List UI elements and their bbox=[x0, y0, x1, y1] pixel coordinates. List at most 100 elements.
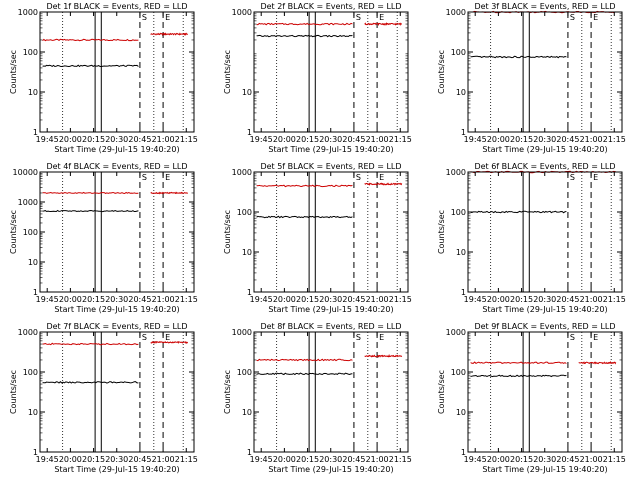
x-tick-label: 19:45 bbox=[464, 455, 487, 464]
y-axis-label: Counts/sec bbox=[9, 210, 18, 254]
x-tick-label: 21:00 bbox=[152, 455, 175, 464]
x-tick-label: 19:45 bbox=[36, 135, 59, 144]
plot-frame bbox=[253, 171, 409, 293]
x-tick-label: 21:15 bbox=[389, 295, 412, 304]
x-tick-label: 21:15 bbox=[603, 455, 626, 464]
x-tick-label: 20:15 bbox=[82, 135, 105, 144]
y-tick-label: 100 bbox=[23, 228, 38, 237]
y-tick-label: 1 bbox=[247, 128, 252, 137]
plot-frame bbox=[467, 171, 623, 293]
marker-label: S bbox=[570, 333, 575, 342]
marker-label: E bbox=[165, 333, 170, 342]
y-axis-label: Counts/sec bbox=[223, 50, 232, 94]
plot-frame bbox=[39, 331, 195, 453]
x-tick-label: 21:00 bbox=[580, 455, 603, 464]
x-tick-label: 20:30 bbox=[319, 455, 342, 464]
x-tick-label: 20:15 bbox=[296, 455, 319, 464]
y-tick-label: 100 bbox=[237, 368, 252, 377]
x-tick-label: 20:30 bbox=[105, 455, 128, 464]
black-series-line bbox=[256, 372, 353, 376]
y-axis-label: Counts/sec bbox=[437, 50, 446, 94]
x-tick-label: 19:45 bbox=[250, 135, 273, 144]
chart-panel: Det 4f BLACK = Events, RED = LLD S E 1 10 100… bbox=[9, 162, 198, 314]
x-tick-label: 21:00 bbox=[366, 455, 389, 464]
x-tick-label: 21:15 bbox=[175, 135, 198, 144]
y-tick-label: 1000 bbox=[446, 168, 466, 177]
x-tick-label: 21:00 bbox=[152, 135, 175, 144]
plot-frame bbox=[467, 331, 623, 453]
x-tick-label: 20:45 bbox=[556, 295, 579, 304]
marker-label: S bbox=[570, 173, 575, 182]
black-series-line bbox=[256, 34, 353, 38]
chart-panel: Det 2f BLACK = Events, RED = LLD S E 1 10 100… bbox=[223, 2, 412, 154]
y-tick-label: 1 bbox=[461, 288, 466, 297]
x-tick-label: 21:00 bbox=[580, 295, 603, 304]
x-axis-label: Start Time (29-Jul-15 19:40:20) bbox=[268, 305, 393, 314]
x-axis-label: Start Time (29-Jul-15 19:40:20) bbox=[482, 305, 607, 314]
y-tick-label: 1 bbox=[33, 448, 38, 457]
y-tick-label: 1 bbox=[461, 128, 466, 137]
red-series-line bbox=[364, 182, 403, 186]
black-series-line bbox=[256, 215, 353, 219]
y-tick-label: 1000 bbox=[18, 328, 38, 337]
marker-label: S bbox=[570, 13, 575, 22]
x-tick-label: 20:00 bbox=[487, 135, 510, 144]
x-tick-label: 21:15 bbox=[389, 455, 412, 464]
y-tick-label: 1 bbox=[33, 128, 38, 137]
y-tick-label: 100 bbox=[451, 368, 466, 377]
y-tick-label: 10 bbox=[28, 408, 38, 417]
plot-frame bbox=[253, 11, 409, 133]
x-tick-label: 19:45 bbox=[464, 135, 487, 144]
x-tick-label: 19:45 bbox=[36, 295, 59, 304]
x-tick-label: 20:45 bbox=[342, 135, 365, 144]
chart-title: Det 6f BLACK = Events, RED = LLD bbox=[474, 162, 615, 171]
x-tick-label: 21:15 bbox=[603, 135, 626, 144]
y-tick-label: 1000 bbox=[232, 8, 252, 17]
black-series-line bbox=[470, 374, 567, 378]
black-series-line bbox=[42, 381, 139, 384]
y-tick-label: 10 bbox=[28, 258, 38, 267]
chart-panel: Det 5f BLACK = Events, RED = LLD S E 1 10 100… bbox=[223, 162, 412, 314]
x-tick-label: 20:15 bbox=[296, 295, 319, 304]
x-tick-label: 19:45 bbox=[250, 295, 273, 304]
red-series-line bbox=[256, 358, 353, 362]
marker-label: S bbox=[142, 333, 147, 342]
y-axis-label: Counts/sec bbox=[9, 50, 18, 94]
marker-label: E bbox=[379, 333, 384, 342]
black-series-line bbox=[470, 55, 567, 59]
chart-panel: Det 3f BLACK = Events, RED = LLD S E 1 10 100… bbox=[437, 2, 626, 154]
x-tick-label: 19:45 bbox=[464, 295, 487, 304]
plot-frame bbox=[253, 331, 409, 453]
chart-title: Det 8f BLACK = Events, RED = LLD bbox=[260, 322, 401, 331]
x-axis-label: Start Time (29-Jul-15 19:40:20) bbox=[54, 145, 179, 154]
x-tick-label: 21:15 bbox=[175, 455, 198, 464]
black-series-line bbox=[42, 64, 139, 68]
red-series-line bbox=[364, 22, 403, 26]
y-tick-label: 10 bbox=[456, 408, 466, 417]
y-tick-label: 10 bbox=[242, 408, 252, 417]
plot-frame bbox=[39, 11, 195, 133]
red-series-line bbox=[150, 32, 189, 36]
x-tick-label: 19:45 bbox=[36, 455, 59, 464]
chart-panel: Det 1f BLACK = Events, RED = LLD S E 1 10 100… bbox=[9, 2, 198, 154]
x-tick-label: 20:30 bbox=[319, 295, 342, 304]
x-tick-label: 20:00 bbox=[59, 135, 82, 144]
x-tick-label: 20:15 bbox=[510, 455, 533, 464]
chart-title: Det 9f BLACK = Events, RED = LLD bbox=[474, 322, 615, 331]
y-tick-label: 100 bbox=[237, 208, 252, 217]
chart-panel: Det 6f BLACK = Events, RED = LLD S E 1 10 100… bbox=[437, 162, 626, 314]
x-tick-label: 21:00 bbox=[152, 295, 175, 304]
y-tick-label: 100 bbox=[451, 208, 466, 217]
black-series-line bbox=[470, 210, 567, 214]
x-tick-label: 20:30 bbox=[533, 135, 556, 144]
y-axis-label: Counts/sec bbox=[437, 370, 446, 414]
y-tick-label: 1 bbox=[247, 288, 252, 297]
x-axis-label: Start Time (29-Jul-15 19:40:20) bbox=[482, 465, 607, 474]
black-series-line bbox=[42, 209, 139, 213]
y-axis-label: Counts/sec bbox=[9, 370, 18, 414]
x-tick-label: 20:15 bbox=[82, 455, 105, 464]
plot-frame bbox=[39, 171, 195, 293]
x-tick-label: 20:45 bbox=[342, 295, 365, 304]
red-series-line bbox=[150, 340, 189, 344]
y-tick-label: 1000 bbox=[446, 8, 466, 17]
